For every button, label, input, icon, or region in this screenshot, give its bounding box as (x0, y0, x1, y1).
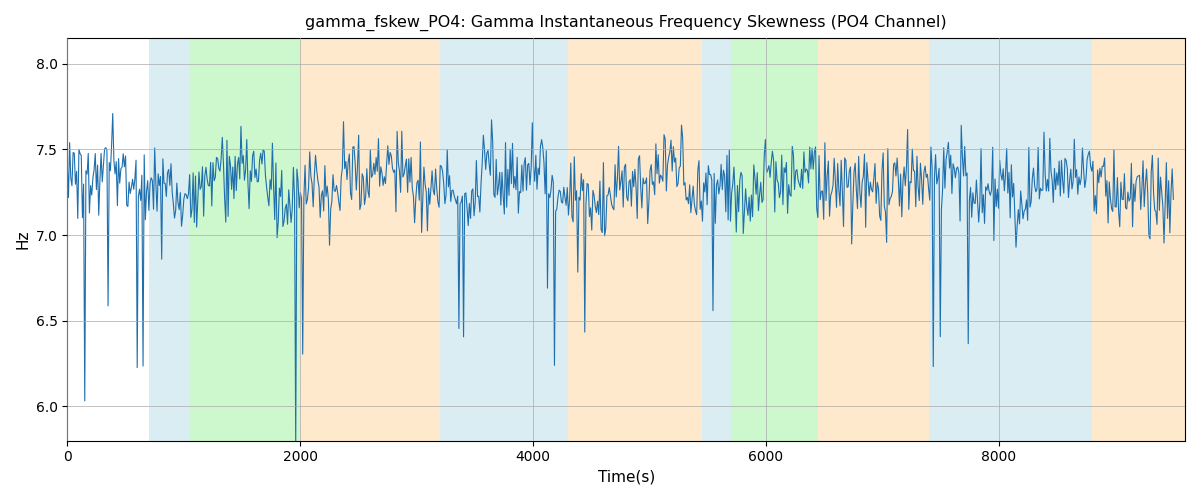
Bar (929, 38, 1092, 440)
Bar (190, 38, 300, 440)
Bar (731, 38, 818, 440)
Title: gamma_fskew_PO4: Gamma Instantaneous Frequency Skewness (PO4 Channel): gamma_fskew_PO4: Gamma Instantaneous Fre… (305, 15, 947, 31)
Bar (440, 38, 568, 440)
Bar (149, 38, 190, 440)
X-axis label: Time(s): Time(s) (598, 470, 655, 485)
Bar (300, 38, 440, 440)
Bar (568, 38, 702, 440)
Bar (818, 38, 929, 440)
Bar (702, 38, 731, 440)
Bar (1092, 38, 1186, 440)
Y-axis label: Hz: Hz (16, 230, 30, 249)
